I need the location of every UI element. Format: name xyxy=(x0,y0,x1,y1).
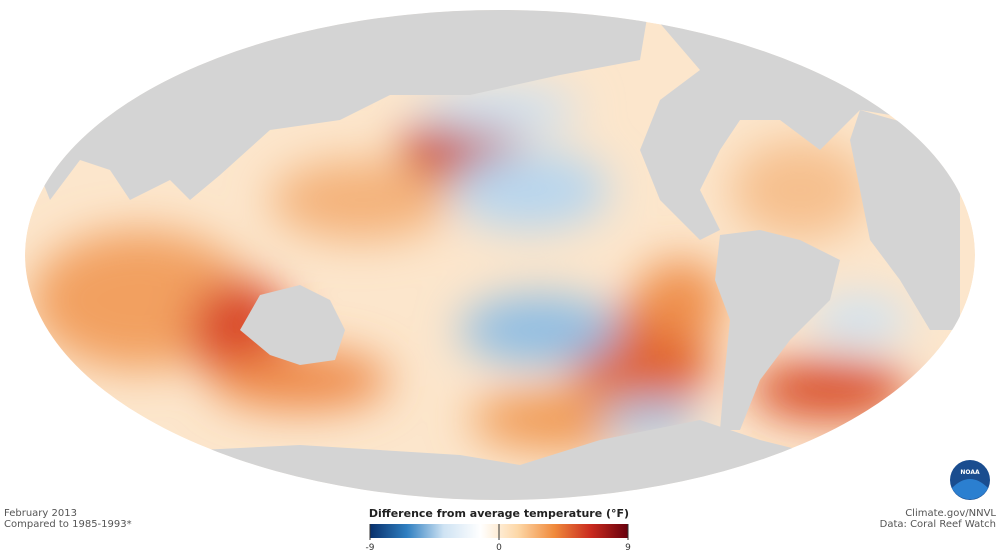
noaa-logo: NOAA xyxy=(950,460,990,500)
data-credit: Data: Coral Reef Watch xyxy=(880,519,996,530)
anomaly-field xyxy=(30,85,910,450)
logo-wave xyxy=(952,479,988,500)
source-credit: Climate.gov/NNVL xyxy=(905,508,996,519)
legend-tick-label: 9 xyxy=(625,543,631,553)
logo-text: NOAA xyxy=(960,469,980,476)
legend-tick-label: -9 xyxy=(366,543,375,553)
date-caption: February 2013 xyxy=(4,508,77,519)
legend-tick-label: 0 xyxy=(496,543,502,553)
baseline-caption: Compared to 1985-1993* xyxy=(4,519,132,530)
legend-title: Difference from average temperature (°F) xyxy=(369,507,629,520)
